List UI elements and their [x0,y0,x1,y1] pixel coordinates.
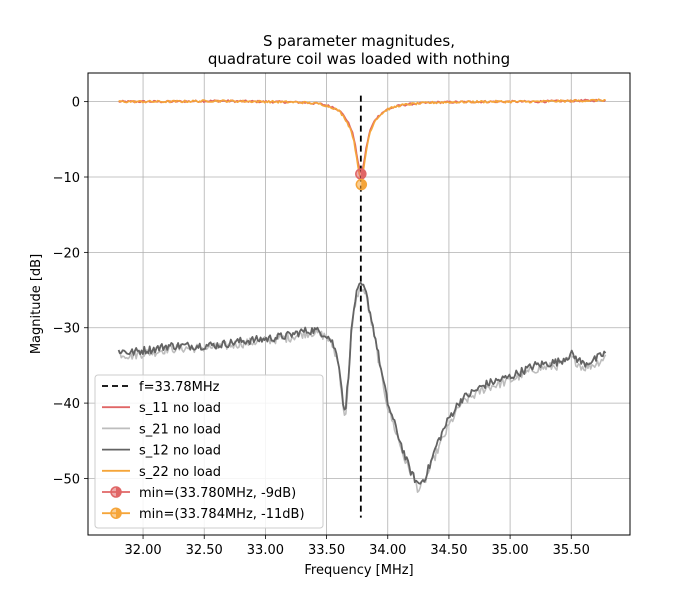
y-tick-label: −50 [53,472,80,487]
x-tick-label: 32.00 [124,543,161,558]
y-tick-label: −20 [53,246,80,261]
legend-label: s_11 no load [139,401,221,416]
x-tick-label: 34.00 [369,543,406,558]
chart-title-line-1: S parameter magnitudes, [263,32,455,50]
axis-ticks: 32.00 32.50 33.00 33.50 34.00 34.50 35.00 35.50… [53,96,590,558]
legend-marker-half [116,487,121,497]
legend-label: s_22 no load [139,465,221,480]
y-tick-label: −30 [53,322,80,337]
x-tick-label: 35.50 [553,543,590,558]
series-line-3 [117,281,607,485]
legend-entry: s_22 no load [102,465,221,480]
legend-entry: s_12 no load [102,444,221,459]
y-tick-label: 0 [72,96,80,111]
x-tick-label: 32.50 [186,543,223,558]
legend-label: min=(33.780MHz, -9dB) [139,486,296,501]
x-tick-label: 33.50 [308,543,345,558]
y-tick-label: −40 [53,397,80,412]
legend-entry: s_11 no load [102,401,221,416]
series-layer [117,95,607,518]
legend-entry: min=(33.780MHz, -9dB) [102,486,296,501]
min-marker-1 [355,168,367,180]
legend-entry: s_21 no load [102,422,221,437]
y-tick-label: −10 [53,171,80,186]
legend-marker-half [116,508,121,519]
legend-entry: min=(33.784MHz, -11dB) [102,507,305,522]
legend-label: f=33.78MHz [139,380,220,395]
x-tick-label: 35.00 [491,543,528,558]
x-tick-label: 34.50 [430,543,467,558]
legend-label: min=(33.784MHz, -11dB) [139,507,305,522]
min-marker-2 [355,178,368,191]
x-tick-label: 33.00 [247,543,284,558]
legend-entry: f=33.78MHz [102,380,220,395]
legend-box [94,374,324,529]
y-axis-label: Magnitude [dB] [29,254,44,354]
legend: f=33.78MHz s_11 no load s_21 no load s_12 n… [94,374,324,529]
legend-label: s_12 no load [139,444,221,459]
chart-title-line-2: quadrature coil was loaded with nothing [208,50,510,68]
x-axis-label: Frequency [MHz] [304,563,413,578]
legend-label: s_21 no load [139,422,221,437]
plot-frame [87,72,631,536]
